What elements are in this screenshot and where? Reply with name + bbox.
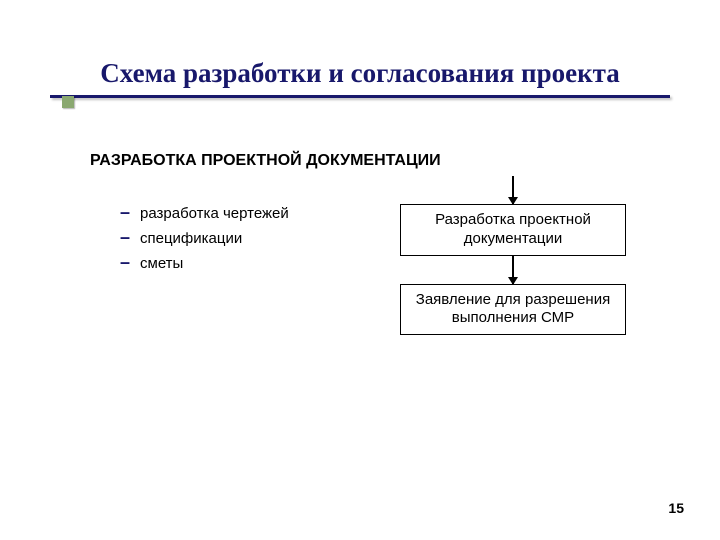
title-underline <box>50 95 670 98</box>
arrow-down-icon <box>512 176 514 204</box>
page-title: Схема разработки и согласования проекта <box>50 58 670 95</box>
list-item-label: разработка чертежей <box>140 203 289 224</box>
dash-icon: – <box>120 225 132 250</box>
arrow-down-icon <box>512 256 514 284</box>
section-heading: РАЗРАБОТКА ПРОЕКТНОЙ ДОКУМЕНТАЦИИ <box>90 152 441 170</box>
list-item: – спецификации <box>120 225 289 250</box>
title-bar: Схема разработки и согласования проекта <box>50 58 670 98</box>
bullet-list: – разработка чертежей – спецификации – с… <box>120 200 289 276</box>
dash-icon: – <box>120 200 132 225</box>
flowchart: Разработка проектной документации Заявле… <box>400 176 626 335</box>
list-item: – сметы <box>120 250 289 275</box>
flow-node: Разработка проектной документации <box>400 204 626 256</box>
list-item-label: сметы <box>140 253 183 274</box>
title-bullet-icon <box>62 96 74 108</box>
flow-node: Заявление для разрешения выполнения СМР <box>400 284 626 336</box>
page-number: 15 <box>668 500 684 516</box>
list-item: – разработка чертежей <box>120 200 289 225</box>
list-item-label: спецификации <box>140 228 242 249</box>
dash-icon: – <box>120 250 132 275</box>
